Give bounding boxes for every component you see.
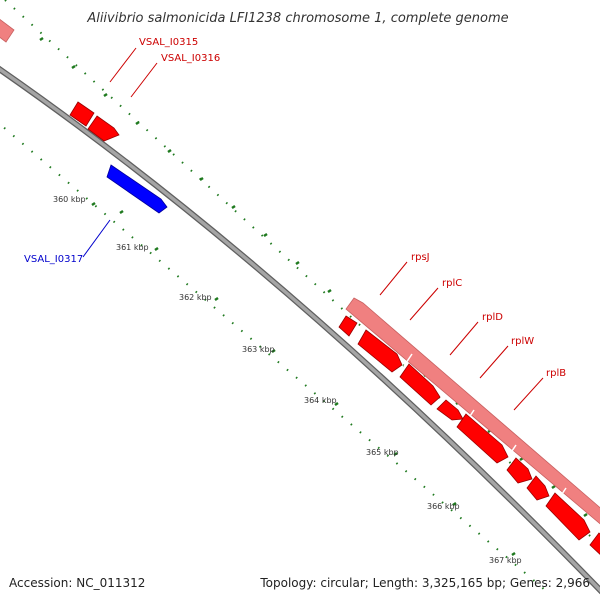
gene-arrow-vsal-i0316[interactable] [87, 115, 120, 142]
reverse-label-leader [82, 219, 111, 258]
gene-label-rplw[interactable]: rplW [511, 336, 534, 347]
forward-label-leaders [109, 47, 544, 411]
gene-arrow-rpsj[interactable] [338, 315, 358, 337]
gene-arrow-vsal-i0315[interactable] [69, 101, 95, 127]
gene-arrow-rpss[interactable] [506, 457, 533, 484]
map-title: Aliivibrio salmonicida LFI1238 chromosom… [86, 11, 508, 26]
gene-arrow-rpsc[interactable] [545, 492, 591, 541]
backbone-track [0, 67, 600, 593]
gene-label-rplc[interactable]: rplC [442, 278, 462, 289]
accession-text: Accession: NC_011312 [9, 576, 146, 590]
gene-label-vsal-i0317[interactable]: VSAL_I0317 [24, 254, 83, 265]
gene-label-rplb[interactable]: rplB [546, 368, 566, 379]
operon-band-fragment [0, 19, 15, 43]
tick-label-366: 366 kbp [427, 502, 460, 511]
tick-label-361: 361 kbp [116, 243, 149, 252]
gene-arrow-rpld[interactable] [399, 363, 441, 406]
outer-major-ticks [39, 36, 588, 518]
gene-arrow-rplc[interactable] [357, 329, 403, 373]
gene-arrow-vsal-i0317[interactable] [106, 164, 168, 214]
inner-dotted-ring [0, 122, 546, 591]
gene-arrow-rplw[interactable] [436, 399, 464, 421]
tick-labels: 360 kbp 361 kbp 362 kbp 363 kbp 364 kbp … [53, 195, 522, 565]
genome-summary-text: Topology: circular; Length: 3,325,165 bp… [260, 576, 590, 590]
tick-label-364: 364 kbp [304, 396, 337, 405]
tick-label-362: 362 kbp [179, 293, 212, 302]
gene-arrow-rplp[interactable] [589, 532, 600, 558]
backbone-shadow [0, 65, 600, 595]
tick-label-365: 365 kbp [366, 448, 399, 457]
gene-arrow-rplb[interactable] [456, 413, 509, 464]
gene-label-rpsj[interactable]: rpsJ [411, 252, 430, 263]
gene-label-rpld[interactable]: rplD [482, 312, 503, 323]
forward-genes [69, 101, 600, 558]
forward-gene-labels: VSAL_I0315 VSAL_I0316 rpsJ rplC rplD rpl… [139, 37, 566, 379]
inner-major-ticks [91, 201, 516, 557]
tick-label-367: 367 kbp [489, 556, 522, 565]
operon-band [0, 19, 600, 525]
tick-label-363: 363 kbp [242, 345, 275, 354]
tick-label-360: 360 kbp [53, 195, 86, 204]
gene-label-vsal-i0316[interactable]: VSAL_I0316 [161, 53, 220, 64]
gene-arrow-rplv[interactable] [526, 475, 550, 501]
outer-dotted-ring [4, 0, 600, 546]
gene-label-vsal-i0315[interactable]: VSAL_I0315 [139, 37, 198, 48]
